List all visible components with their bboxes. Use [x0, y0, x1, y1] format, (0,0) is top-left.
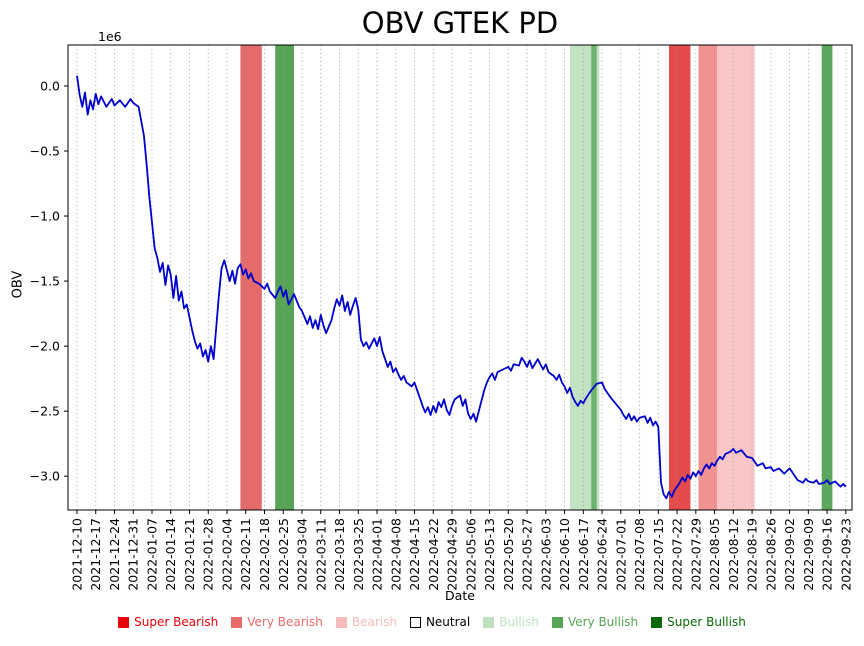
x-tick-label: 2022-03-18 [332, 518, 347, 591]
plot-border [67, 44, 853, 511]
x-tick-label: 2022-05-27 [520, 518, 535, 591]
x-tick-label: 2022-07-29 [688, 518, 703, 591]
x-tick-label: 2022-02-18 [257, 518, 272, 591]
signal-band-bearish [717, 45, 755, 510]
y-tick-label: −1.0 [30, 209, 60, 224]
x-tick-label: 2022-08-05 [707, 518, 722, 591]
x-tick-label: 2022-03-04 [295, 518, 310, 591]
y-tick-label: −3.0 [30, 469, 60, 484]
legend-swatch-super-bullish [651, 616, 663, 628]
legend-label-very-bullish: Very Bullish [567, 615, 639, 629]
legend-item-bearish: Bearish [335, 615, 397, 629]
x-tick-label: 2022-07-08 [632, 518, 647, 591]
legend-swatch-bearish [335, 616, 347, 628]
x-tick-label: 2022-08-12 [726, 518, 741, 591]
legend-item-super-bullish: Super Bullish [651, 615, 746, 629]
x-tick-label: 2022-08-19 [745, 518, 760, 591]
y-tick-label: 0.0 [40, 78, 60, 93]
signal-band-very-bearish [698, 45, 718, 510]
y-axis-multiplier: 1e6 [98, 29, 122, 44]
x-tick-label: 2022-01-07 [144, 518, 159, 591]
legend-swatch-very-bullish [551, 616, 563, 628]
y-tick-label: −2.0 [30, 339, 60, 354]
x-tick-label: 2021-12-24 [107, 518, 122, 591]
x-tick-label: 2022-07-22 [670, 518, 685, 591]
legend-swatch-very-bearish [231, 616, 243, 628]
legend-label-bullish: Bullish [499, 615, 539, 629]
legend: Super Bearish Very Bearish Bearish Neutral B… [0, 615, 864, 629]
x-tick-label: 2022-09-09 [801, 518, 816, 591]
x-tick-label: 2022-02-11 [238, 518, 253, 591]
x-tick-label: 2022-05-20 [501, 518, 516, 591]
legend-swatch-super-bearish [118, 616, 130, 628]
x-tick-label: 2022-04-01 [370, 518, 385, 591]
legend-label-very-bearish: Very Bearish [247, 615, 323, 629]
x-tick-label: 2022-07-15 [651, 518, 666, 591]
x-tick-label: 2022-03-11 [313, 518, 328, 591]
x-tick-label: 2021-12-31 [126, 518, 141, 591]
x-tick-label: 2022-07-01 [613, 518, 628, 591]
x-tick-label: 2021-12-17 [88, 518, 103, 591]
signal-band-very-bullish [591, 45, 597, 510]
legend-label-super-bearish: Super Bearish [134, 615, 219, 629]
x-tick-label: 2021-12-10 [69, 518, 84, 591]
legend-label-super-bullish: Super Bullish [667, 615, 746, 629]
x-tick-label: 2022-06-24 [595, 518, 610, 591]
x-tick-label: 2022-09-16 [820, 518, 835, 591]
y-tick-label: −0.5 [30, 144, 60, 159]
x-tick-label: 2022-04-22 [426, 518, 441, 591]
legend-item-neutral: Neutral [409, 615, 471, 629]
legend-item-very-bearish: Very Bearish [231, 615, 323, 629]
x-tick-label: 2022-09-02 [782, 518, 797, 591]
x-tick-label: 2022-05-06 [463, 518, 478, 591]
x-tick-label: 2022-01-21 [182, 518, 197, 591]
x-tick-label: 2022-09-23 [838, 518, 853, 591]
legend-swatch-neutral [409, 616, 421, 628]
x-tick-label: 2022-04-08 [388, 518, 403, 591]
x-tick-label: 2022-04-29 [445, 518, 460, 591]
chart-title: OBV GTEK PD [361, 6, 559, 40]
legend-label-bearish: Bearish [351, 615, 397, 629]
x-tick-label: 2022-03-25 [351, 518, 366, 591]
x-tick-label: 2022-06-03 [538, 518, 553, 591]
legend-item-super-bearish: Super Bearish [118, 615, 218, 629]
signal-band-super-bearish [669, 45, 691, 510]
x-tick-label: 2022-05-13 [482, 518, 497, 591]
x-tick-label: 2022-06-17 [576, 518, 591, 591]
obv-line [76, 75, 847, 500]
x-tick-label: 2022-06-10 [557, 518, 572, 591]
x-tick-label: 2022-08-26 [763, 518, 778, 591]
legend-item-very-bullish: Very Bullish [551, 615, 639, 629]
signal-band-very-bearish [240, 45, 262, 510]
x-tick-label: 2022-01-28 [201, 518, 216, 591]
y-tick-label: −1.5 [30, 274, 60, 289]
x-tick-label: 2022-04-15 [407, 518, 422, 591]
legend-item-bullish: Bullish [483, 615, 539, 629]
legend-label-neutral: Neutral [425, 615, 471, 629]
x-tick-label: 2022-01-14 [163, 518, 178, 591]
x-axis-label: Date [445, 588, 475, 603]
x-tick-label: 2022-02-25 [276, 518, 291, 591]
signal-band-very-bullish [275, 45, 294, 510]
y-tick-label: −2.5 [30, 404, 60, 419]
x-tick-label: 2022-02-04 [219, 518, 234, 591]
legend-swatch-bullish [483, 616, 495, 628]
